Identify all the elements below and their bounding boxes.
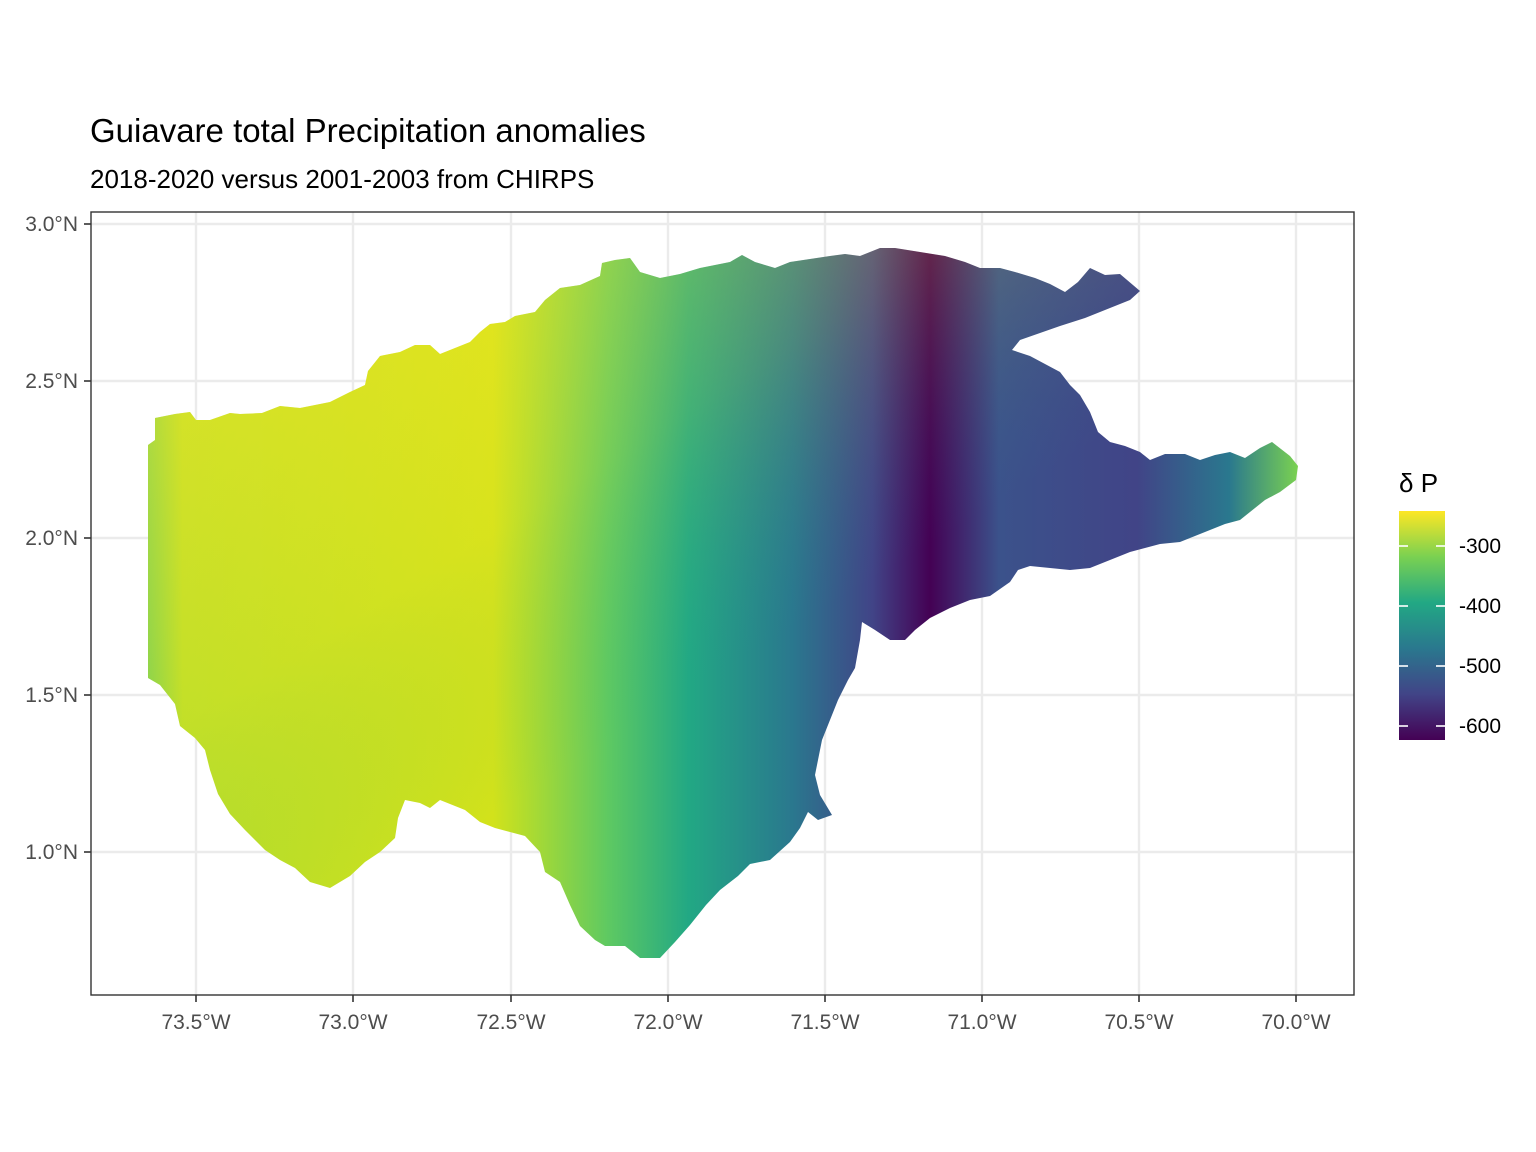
y-tick-label: 2.5°N xyxy=(25,370,78,393)
legend-label: -600 xyxy=(1459,715,1501,738)
x-tick-label: 72.0°W xyxy=(633,1011,702,1034)
x-tick-label: 72.5°W xyxy=(476,1011,545,1034)
legend: δ P -300 -400 -500 -600 xyxy=(1399,468,1501,740)
y-tick-label: 1.5°N xyxy=(25,684,78,707)
panel-border xyxy=(90,211,1355,996)
x-tick-label: 71.5°W xyxy=(790,1011,859,1034)
legend-ticks xyxy=(1399,545,1445,727)
legend-label: -300 xyxy=(1459,535,1501,558)
map-title: Guiavare total Precipitation anomalies xyxy=(90,112,646,149)
x-tick-label: 73.5°W xyxy=(161,1011,230,1034)
y-tick-label: 3.0°N xyxy=(25,213,78,236)
x-tick-label: 70.5°W xyxy=(1104,1011,1173,1034)
legend-title: δ P xyxy=(1399,468,1438,498)
y-tick-label: 1.0°N xyxy=(25,841,78,864)
legend-label: -500 xyxy=(1459,655,1501,678)
y-tick-label: 2.0°N xyxy=(25,527,78,550)
legend-colorbar xyxy=(1399,511,1445,740)
y-axis-labels: 3.0°N 2.5°N 2.0°N 1.5°N 1.0°N xyxy=(25,213,78,864)
axis-ticks xyxy=(84,223,1297,1002)
region-shading xyxy=(148,248,1298,958)
x-tick-label: 71.0°W xyxy=(947,1011,1016,1034)
x-tick-label: 70.0°W xyxy=(1261,1011,1330,1034)
region-raster xyxy=(148,248,1298,958)
x-axis-labels: 73.5°W 73.0°W 72.5°W 72.0°W 71.5°W 71.0°… xyxy=(161,1011,1330,1034)
x-tick-label: 73.0°W xyxy=(318,1011,387,1034)
legend-label: -400 xyxy=(1459,595,1501,618)
map-subtitle: 2018-2020 versus 2001-2003 from CHIRPS xyxy=(90,164,595,194)
